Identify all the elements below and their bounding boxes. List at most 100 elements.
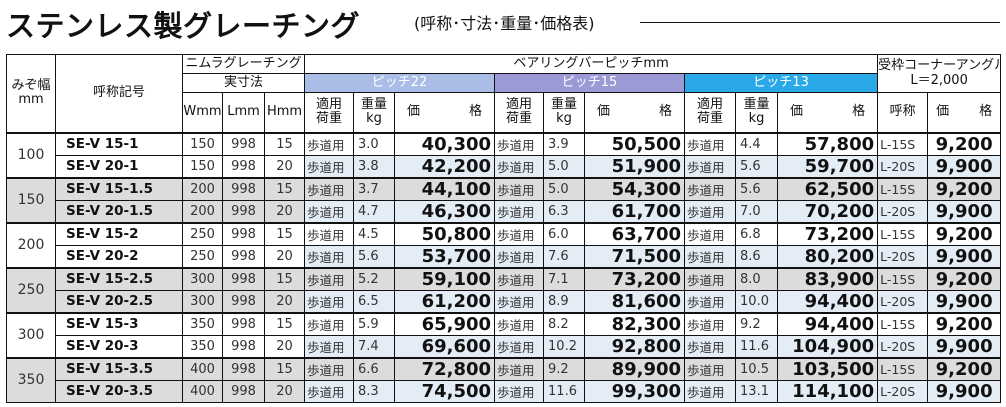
p15-price-cell: 82,300 (584, 311, 686, 336)
table-row: 350 SE-V 15-3.5 400 998 15 歩道用 6.6 72,800 歩道用 9.2… (6, 356, 1002, 403)
page-subtitle: (呼称･寸法･重量･価格表) (414, 14, 595, 33)
dim-l-cell: 998 (222, 176, 265, 201)
p13-price-cell: 62,500 (777, 176, 879, 201)
p15-use-cell: 歩道用 (494, 311, 545, 336)
p22-weight-cell: 8.3 (353, 379, 396, 403)
p15-weight-cell: 11.6 (543, 379, 586, 403)
corner-name-cell: L-20S (877, 289, 929, 313)
p22-use-cell: 歩道用 (304, 244, 355, 268)
dim-h-cell: 20 (263, 334, 306, 358)
table-row: 150 SE-V 15-1.5 200 998 15 歩道用 3.7 44,100 歩道用 5.0… (6, 176, 1002, 223)
code-cell: SE-V 15-3.5 (55, 356, 183, 381)
dim-w-cell: 350 (182, 311, 223, 336)
price-header-a: 価 (790, 104, 804, 120)
dim-w-cell: 350 (182, 334, 223, 358)
pitch13-header: ピッチ13 (684, 73, 879, 93)
corner-header-length: L＝2,000 (910, 72, 968, 88)
dim-l-cell: 998 (222, 221, 265, 246)
corner-name-cell: L-15S (877, 356, 929, 381)
dim-w-cell: 250 (182, 221, 223, 246)
price-header-a: 価 (936, 104, 950, 120)
p15-use-cell: 歩道用 (494, 244, 545, 268)
corner-name-cell: L-15S (877, 266, 929, 291)
p15-weight-header: 重量kg (543, 92, 586, 133)
p15-price-cell: 92,800 (584, 334, 686, 358)
corner-price-cell: 9,900 (927, 289, 1002, 313)
p15-weight-cell: 5.0 (543, 154, 586, 178)
p13-use-cell: 歩道用 (684, 131, 737, 156)
dim-w-cell: 400 (182, 356, 223, 381)
p13-price-cell: 83,900 (777, 266, 879, 291)
p15-weight-cell: 7.1 (543, 266, 586, 291)
dim-l-cell: 998 (222, 334, 265, 358)
code-cell: SE-V 20-3.5 (55, 379, 183, 403)
p22-weight-cell: 4.5 (353, 221, 396, 246)
width-header: みぞ幅 mm (6, 54, 56, 133)
table-row: 100 SE-V 15-1 150 998 15 歩道用 3.0 40,300 歩道用 3.9 50… (6, 131, 1002, 178)
use-header-label: 適用荷重 (506, 96, 533, 127)
p13-price-cell: 94,400 (777, 311, 879, 336)
pitch22-header: ピッチ22 (304, 73, 496, 93)
p15-weight-cell: 3.9 (543, 131, 586, 156)
p22-weight-cell: 5.6 (353, 244, 396, 268)
table-row: SE-V 20-3.5 400 998 20 歩道用 8.3 74,500 歩道用 11.6 99… (7, 379, 1002, 403)
width-cell: 100 (6, 131, 56, 178)
p22-use-cell: 歩道用 (304, 176, 355, 201)
p13-use-cell: 歩道用 (684, 334, 737, 358)
p22-use-cell: 歩道用 (304, 266, 355, 291)
corner-name-cell: L-20S (877, 199, 929, 223)
corner-name-cell: L-15S (877, 131, 929, 156)
p15-weight-cell: 6.3 (543, 199, 586, 223)
dim-h-cell: 20 (263, 199, 306, 223)
p13-price-cell: 70,200 (777, 199, 879, 223)
p13-price-cell: 94,400 (777, 289, 879, 313)
p13-use-cell: 歩道用 (684, 311, 737, 336)
p22-weight-cell: 5.2 (353, 266, 396, 291)
p15-price-cell: 71,500 (584, 244, 686, 268)
p13-weight-cell: 11.6 (735, 334, 779, 358)
p13-weight-cell: 10.0 (735, 289, 779, 313)
width-cell: 150 (6, 176, 56, 223)
p15-weight-cell: 9.2 (543, 356, 586, 381)
p22-price-cell: 53,700 (394, 244, 496, 268)
p15-use-cell: 歩道用 (494, 131, 545, 156)
code-cell: SE-V 20-1.5 (55, 199, 183, 223)
corner-name-cell: L-15S (877, 176, 929, 201)
p13-price-cell: 80,200 (777, 244, 879, 268)
price-header-b: 格 (979, 104, 993, 120)
table-row: SE-V 20-1.5 200 998 20 歩道用 4.7 46,300 歩道用 6.3 61,… (7, 199, 1002, 223)
p22-price-cell: 42,200 (394, 154, 496, 178)
p22-use-cell: 歩道用 (304, 334, 355, 358)
dim-h-cell: 15 (263, 176, 306, 201)
p15-price-header: 価格 (584, 92, 686, 133)
p22-weight-cell: 3.0 (353, 131, 396, 156)
dim-h-cell: 20 (263, 244, 306, 268)
p13-use-cell: 歩道用 (684, 289, 737, 313)
width-header-unit: mm (18, 92, 44, 108)
p22-weight-cell: 3.8 (353, 154, 396, 178)
dim-w-cell: 200 (182, 176, 223, 201)
p22-weight-header: 重量kg (353, 92, 396, 133)
dim-h-cell: 20 (263, 379, 306, 403)
p15-price-cell: 50,500 (584, 131, 686, 156)
code-cell: SE-V 15-1.5 (55, 176, 183, 201)
dim-l-cell: 998 (222, 311, 265, 336)
table-row: SE-V 20-2 250 998 20 歩道用 5.6 53,700 歩道用 7.6 71,50… (7, 244, 1002, 268)
dim-l-cell: 998 (222, 131, 265, 156)
p22-price-cell: 65,900 (394, 311, 496, 336)
p13-use-cell: 歩道用 (684, 176, 737, 201)
dim-l-cell: 998 (222, 356, 265, 381)
corner-price-cell: 9,200 (927, 176, 1002, 201)
dim-l-cell: 998 (222, 379, 265, 403)
p15-price-cell: 73,200 (584, 266, 686, 291)
p22-use-cell: 歩道用 (304, 289, 355, 313)
dim-l-cell: 998 (222, 154, 265, 178)
corner-name-cell: L-20S (877, 244, 929, 268)
code-cell: SE-V 20-3 (55, 334, 183, 358)
table-row: SE-V 20-1 150 998 20 歩道用 3.8 42,200 歩道用 5.0 51,90… (7, 154, 1002, 178)
dim-h-cell: 15 (263, 266, 306, 291)
corner-header-label: 受枠コーナーアングル (878, 58, 1001, 74)
title-row: ステンレス製グレーチング (呼称･寸法･重量･価格表) (6, 0, 1000, 44)
p13-price-cell: 59,700 (777, 154, 879, 178)
dim-h-cell: 15 (263, 131, 306, 156)
